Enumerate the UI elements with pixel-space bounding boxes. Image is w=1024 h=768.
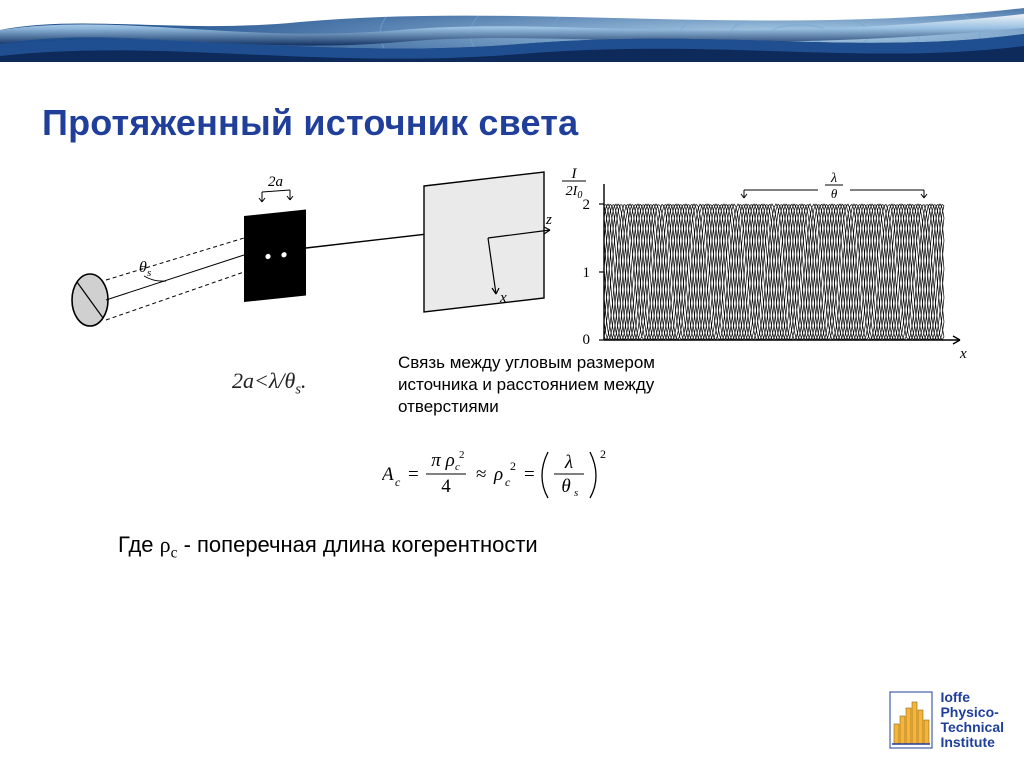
logo-line-4: Institute <box>940 735 1004 750</box>
svg-text:s: s <box>574 487 578 499</box>
institute-logo: Ioffe Physico- Technical Institute <box>888 690 1004 750</box>
header-banner <box>0 0 1024 62</box>
svg-text:2: 2 <box>459 449 465 461</box>
logo-line-1: Ioffe <box>940 690 1004 705</box>
svg-text:4: 4 <box>441 476 451 497</box>
where-line: Где ρc - поперечная длина когерентности <box>118 532 538 562</box>
svg-text:=: = <box>524 464 535 485</box>
svg-text:2: 2 <box>510 459 516 473</box>
svg-text:λ: λ <box>564 452 573 473</box>
svg-text:λ: λ <box>830 171 837 186</box>
svg-text:≈: ≈ <box>476 464 486 485</box>
svg-text:c: c <box>505 475 511 489</box>
svg-text:θ: θ <box>831 186 838 201</box>
logo-line-2: Physico- <box>940 705 1004 720</box>
slide-title: Протяженный источник света <box>42 102 578 144</box>
svg-text:s: s <box>147 267 151 279</box>
svg-text:θ: θ <box>139 259 147 276</box>
logo-line-3: Technical <box>940 720 1004 735</box>
where-prefix: Где <box>118 532 160 557</box>
inequality-text: 2a<λ/θs. <box>232 368 306 398</box>
logo-icon <box>888 690 934 750</box>
svg-text:x: x <box>959 346 967 362</box>
svg-text:A: A <box>382 464 394 485</box>
caption-text: Связь между угловым размером источника и… <box>398 352 718 417</box>
svg-text:0: 0 <box>583 332 591 348</box>
svg-text:c: c <box>455 461 460 473</box>
figure-source-diagram: θ s 2a <box>44 168 554 363</box>
svg-text:I: I <box>571 168 578 182</box>
figure-intensity-plot: 0 1 2 I 2I0 x <box>554 168 980 373</box>
figures-row: θ s 2a <box>44 168 980 368</box>
svg-text:2: 2 <box>583 197 591 213</box>
logo-text: Ioffe Physico- Technical Institute <box>940 690 1004 750</box>
where-suffix: - поперечная длина когерентности <box>177 532 537 557</box>
coherence-area-formula: A c = π ρ c 2 4 ≈ ρ c 2 = <box>382 444 642 509</box>
svg-text:x: x <box>499 290 507 306</box>
svg-text:=: = <box>408 464 419 485</box>
svg-text:1: 1 <box>583 265 591 281</box>
svg-text:π ρ: π ρ <box>431 450 454 471</box>
svg-text:2a: 2a <box>268 174 283 190</box>
svg-text:2: 2 <box>600 447 606 461</box>
slide-body: Протяженный источник света θ s <box>14 76 1010 754</box>
rho-symbol: ρ <box>160 532 171 557</box>
svg-text:c: c <box>395 475 401 489</box>
svg-text:ρ: ρ <box>493 464 503 485</box>
svg-text:2I0: 2I0 <box>566 184 583 201</box>
svg-text:θ: θ <box>561 476 570 497</box>
svg-text:z: z <box>545 212 552 228</box>
